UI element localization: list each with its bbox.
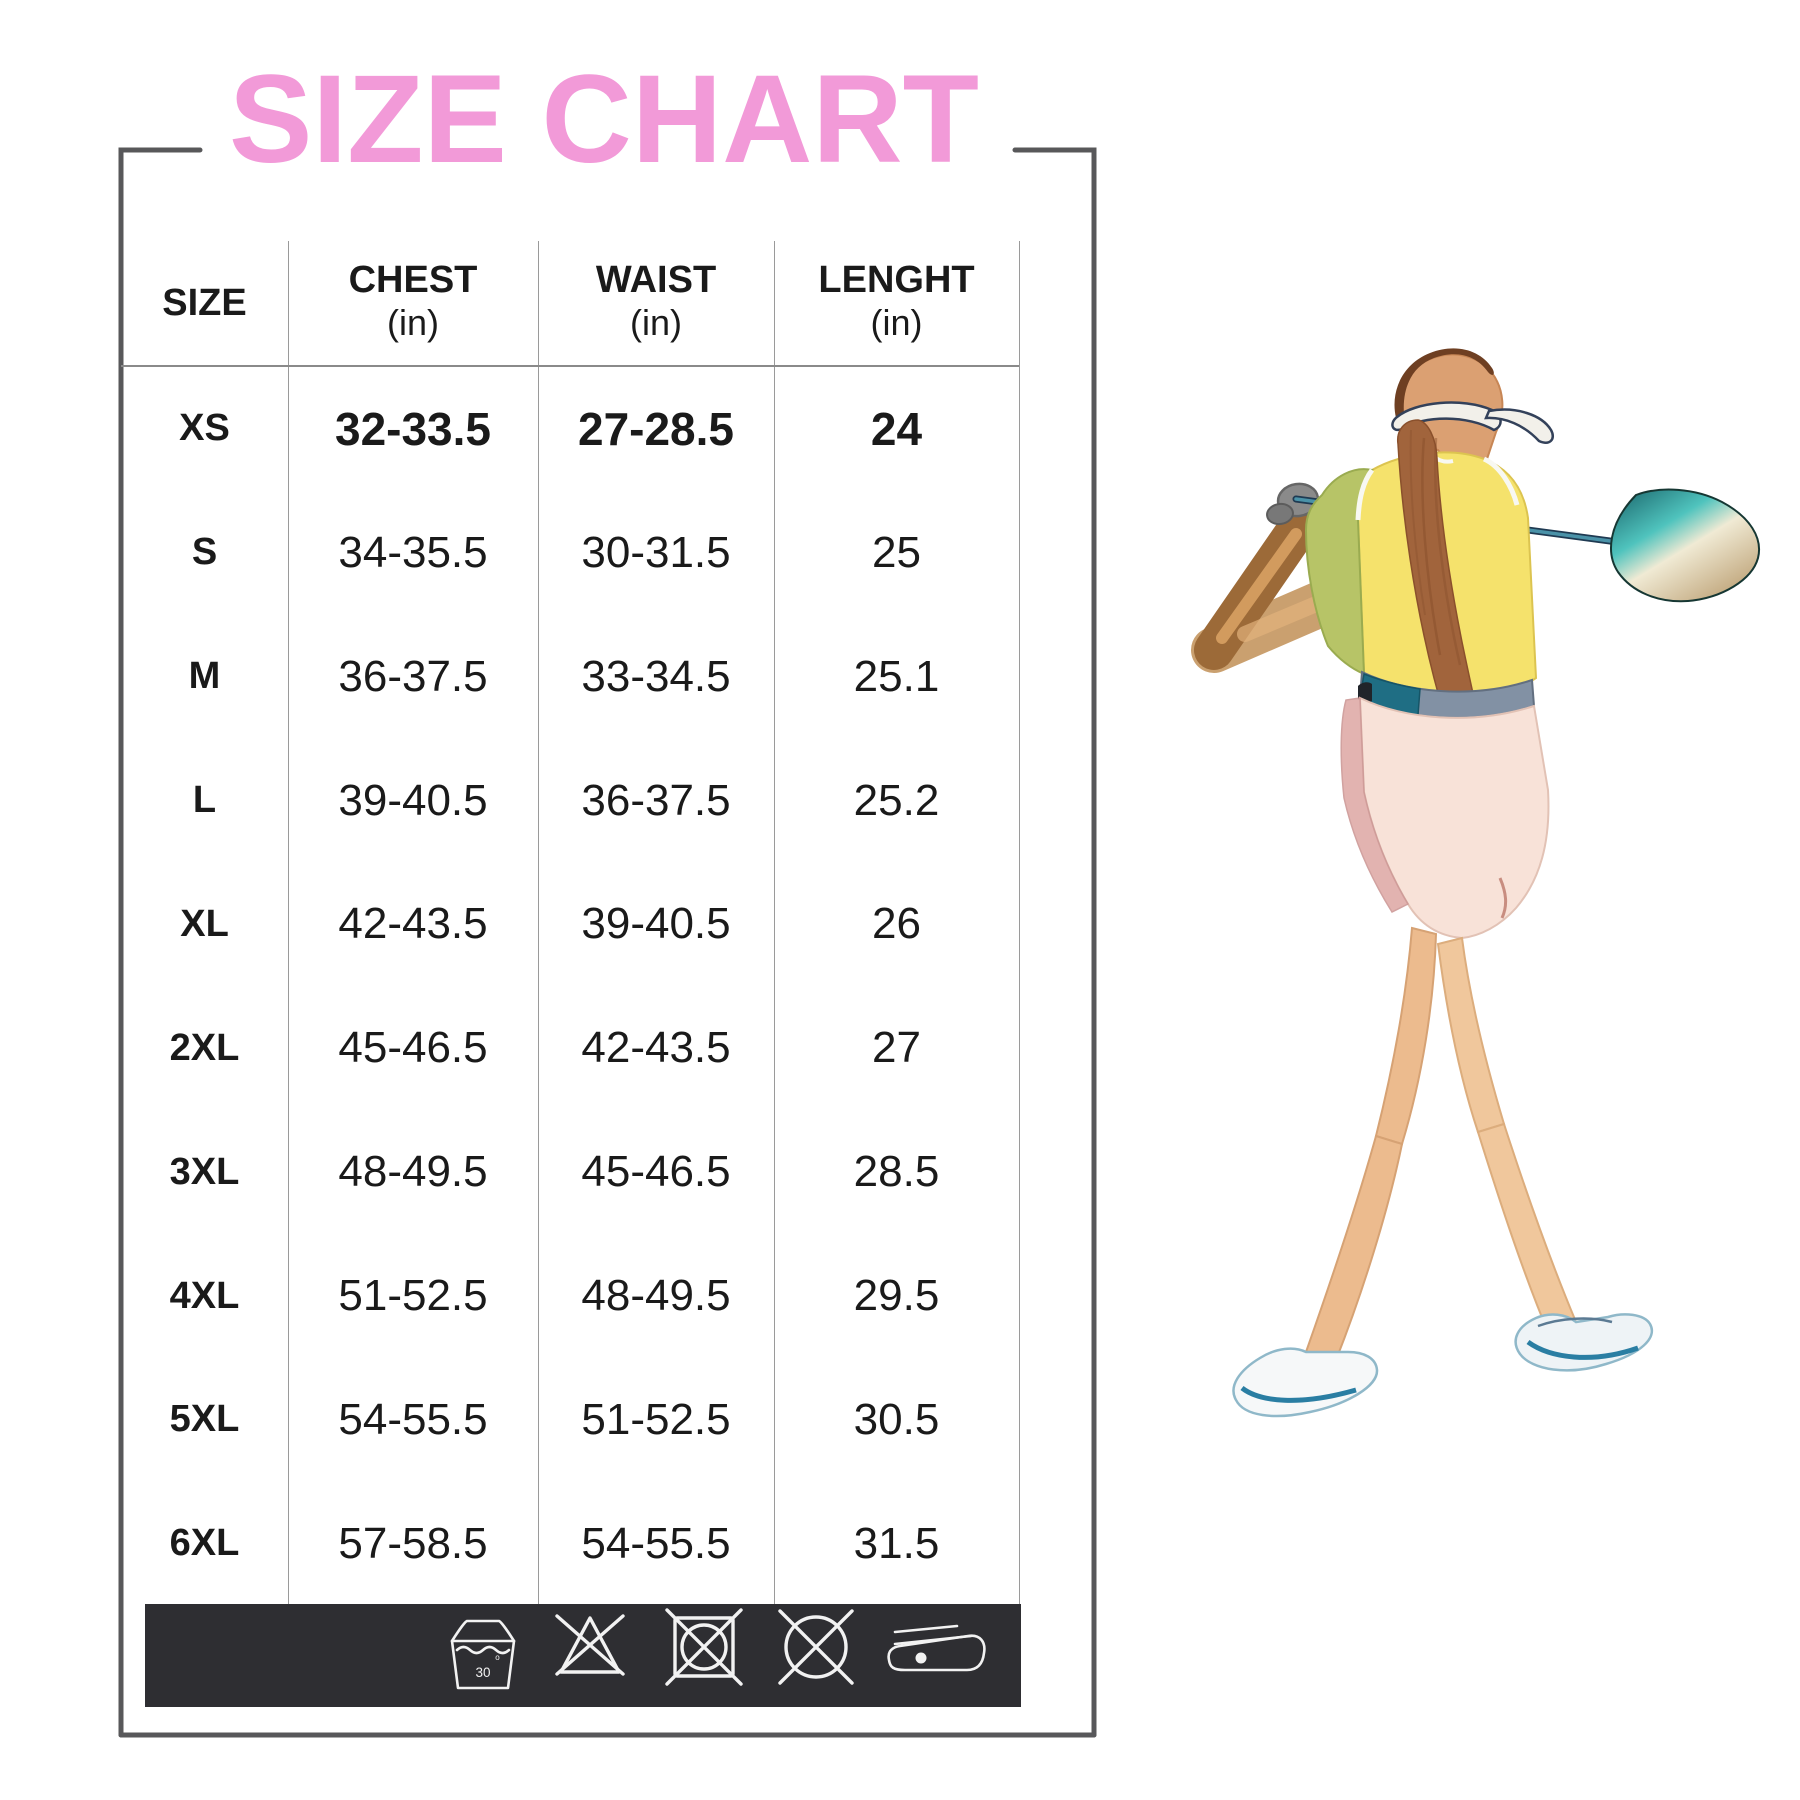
svg-text:o: o <box>495 1653 500 1662</box>
svg-text:30: 30 <box>475 1665 490 1680</box>
